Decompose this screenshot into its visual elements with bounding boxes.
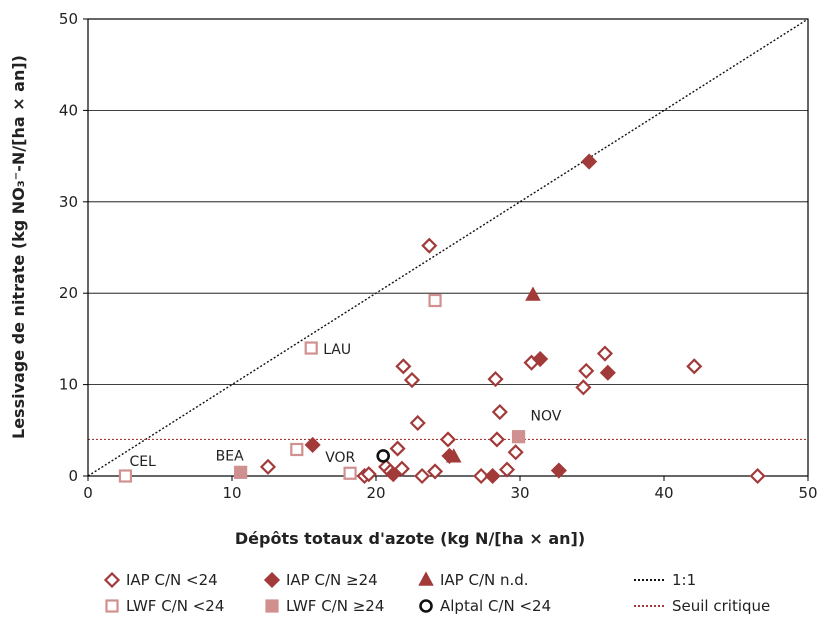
y-tick-label: 30 <box>59 193 78 211</box>
data-point <box>428 293 442 308</box>
series-iap-c-n-24 <box>304 153 616 485</box>
legend-marker <box>103 571 121 589</box>
data-point <box>686 358 703 375</box>
data-point <box>749 467 766 485</box>
legend-label: Seuil critique <box>672 597 770 615</box>
legend-label: Alptal C/N <24 <box>440 597 551 615</box>
data-point <box>389 440 406 457</box>
legend-label: IAP C/N <24 <box>126 571 218 589</box>
site-label-nov: NOV <box>531 409 562 425</box>
data-point <box>439 431 457 448</box>
legend-marker <box>265 599 279 613</box>
data-point <box>596 345 614 362</box>
data-point <box>498 461 516 478</box>
data-point <box>343 466 357 480</box>
legend: IAP C/N <24 IAP C/N ≥24 IAP C/N n.d. 1:1 LWF… <box>103 571 770 615</box>
plot-frame <box>87 18 809 477</box>
site-label-vor: VOR <box>325 450 355 466</box>
y-axis-title: Lessivage de nitrate (kg NO₃⁻-N/[ha × an… <box>9 55 28 439</box>
data-point <box>550 462 567 479</box>
data-point <box>234 465 248 479</box>
data-point <box>118 469 133 483</box>
data-point <box>484 467 501 485</box>
data-point <box>581 153 598 170</box>
y-tick-label: 10 <box>59 376 78 394</box>
data-point <box>507 444 524 461</box>
data-point <box>599 364 616 381</box>
x-tick-label: 20 <box>366 484 385 502</box>
data-point <box>491 403 508 421</box>
data-point <box>488 431 506 448</box>
site-label-cel: CEL <box>129 454 156 470</box>
legend-marker <box>419 599 433 613</box>
legend-item: IAP C/N n.d. <box>418 571 529 589</box>
x-tick-label: 0 <box>83 484 93 502</box>
x-axis-title: Dépôts totaux d'azote (kg N/[ha × an]) <box>235 529 585 548</box>
x-tick-label: 10 <box>222 484 241 502</box>
y-tick-label: 50 <box>59 10 78 28</box>
site-label-lau: LAU <box>323 342 351 358</box>
legend-label: IAP C/N n.d. <box>440 571 529 589</box>
y-tick-label: 40 <box>59 101 78 119</box>
data-point <box>525 286 541 301</box>
data-point <box>446 448 462 463</box>
data-point <box>409 414 426 432</box>
y-tick-label: 0 <box>68 467 78 485</box>
data-points <box>118 153 766 485</box>
data-point <box>473 467 490 485</box>
x-axis-ticks: 0 10 20 30 40 50 <box>83 476 818 502</box>
data-point <box>578 362 595 379</box>
data-point <box>304 436 321 453</box>
reference-lines <box>87 18 809 477</box>
data-point <box>403 371 421 389</box>
x-tick-label: 30 <box>510 484 529 502</box>
data-point <box>532 350 549 368</box>
legend-marker <box>418 571 434 586</box>
legend-item: LWF C/N <24 <box>105 597 224 615</box>
data-point <box>421 237 438 254</box>
legend-label: LWF C/N <24 <box>126 597 224 615</box>
data-point <box>395 358 412 375</box>
data-point <box>385 466 402 483</box>
site-labels: CEL BEA LAU VOR NOV <box>129 342 561 470</box>
data-point <box>290 442 304 457</box>
x-tick-label: 40 <box>654 484 673 502</box>
legend-item: 1:1 <box>634 571 696 589</box>
data-point <box>360 466 377 483</box>
series-lwf-c-n-24 <box>118 293 442 483</box>
legend-item: Alptal C/N <24 <box>419 597 551 615</box>
legend-marker <box>263 571 281 589</box>
data-point <box>376 449 391 463</box>
series-alptal-c-n-24 <box>376 449 391 463</box>
legend-label: 1:1 <box>672 571 696 589</box>
y-axis-ticks: 0 10 20 30 40 50 <box>59 10 88 485</box>
legend-label: LWF C/N ≥24 <box>286 597 384 615</box>
legend-label: IAP C/N ≥24 <box>286 571 378 589</box>
legend-item: LWF C/N ≥24 <box>265 597 384 615</box>
series-lwf-c-n-24 <box>234 430 526 479</box>
one-to-one-line <box>87 18 809 477</box>
data-point <box>487 371 504 388</box>
data-point <box>511 430 526 444</box>
data-point <box>426 463 444 480</box>
data-point <box>575 379 592 396</box>
data-point <box>259 458 277 475</box>
legend-item: Seuil critique <box>634 597 770 615</box>
x-tick-label: 50 <box>798 484 817 502</box>
series-iap-c-n-n-d- <box>446 286 541 463</box>
data-point <box>414 467 431 485</box>
data-point <box>304 341 318 355</box>
y-tick-label: 20 <box>59 284 78 302</box>
series-iap-c-n-24 <box>259 237 766 485</box>
legend-item: IAP C/N ≥24 <box>263 571 378 589</box>
legend-marker <box>105 599 119 613</box>
legend-item: IAP C/N <24 <box>103 571 218 589</box>
site-label-bea: BEA <box>216 448 244 464</box>
